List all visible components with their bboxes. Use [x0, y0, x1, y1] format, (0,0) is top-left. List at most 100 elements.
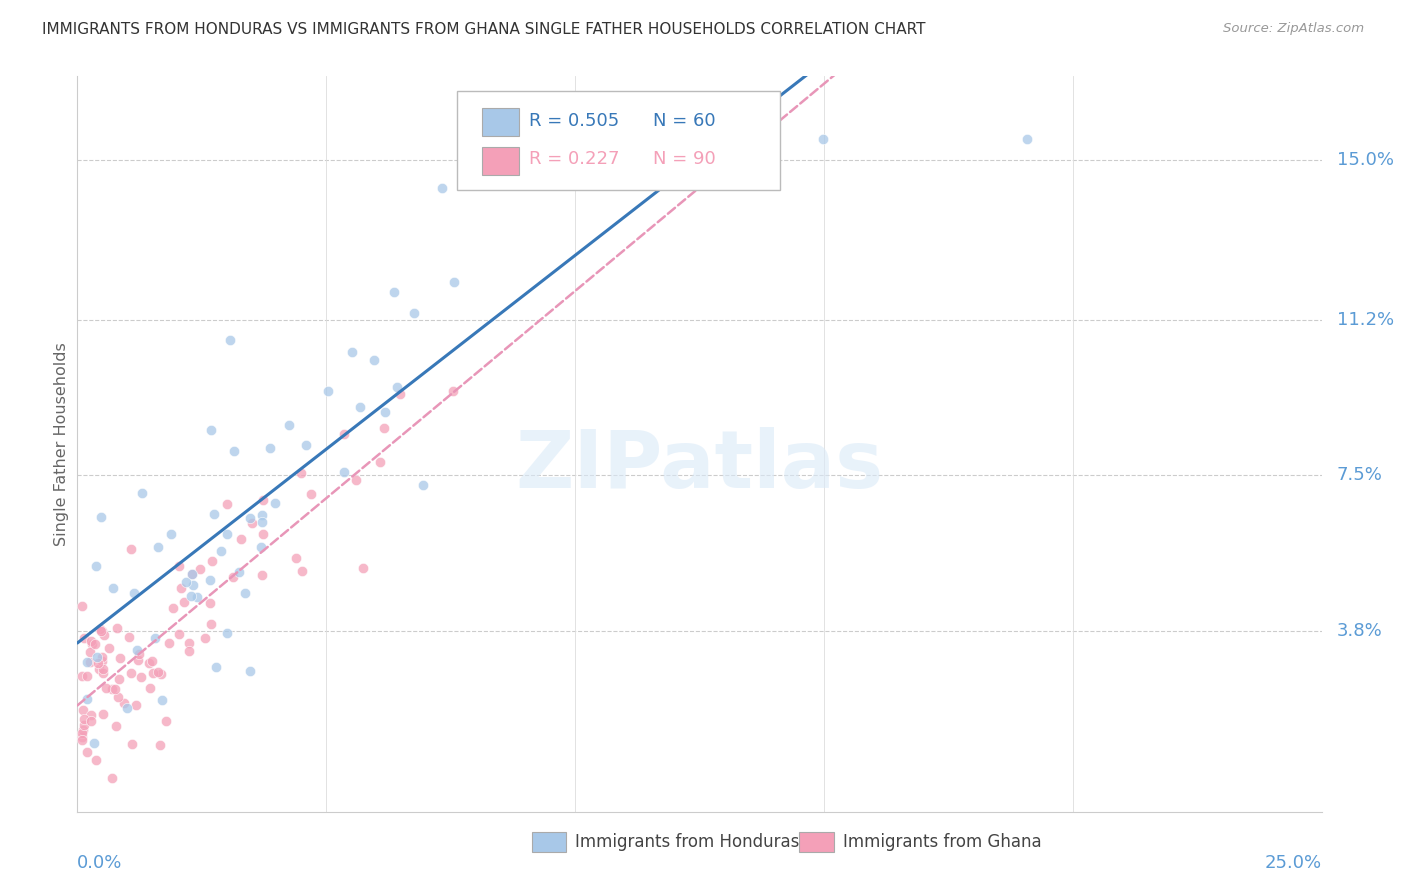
Point [217, 626, 239, 640]
Point [150, 667, 173, 681]
Point [342, 344, 364, 359]
Point [86, 657, 108, 671]
Point [125, 698, 148, 713]
Point [105, 621, 128, 635]
FancyBboxPatch shape [482, 108, 519, 136]
Text: 3.8%: 3.8% [1337, 622, 1382, 640]
Point [107, 690, 129, 705]
Point [89, 662, 111, 676]
Point [382, 285, 405, 299]
Point [143, 631, 166, 645]
Point [80, 714, 103, 728]
Point [91, 707, 114, 722]
Point [198, 596, 221, 610]
Point [333, 465, 356, 479]
Point [198, 573, 221, 587]
Point [250, 540, 273, 554]
Point [374, 405, 396, 419]
Point [664, 161, 686, 175]
Point [115, 701, 138, 715]
Text: IMMIGRANTS FROM HONDURAS VS IMMIGRANTS FROM GHANA SINGLE FATHER HOUSEHOLDS CORRE: IMMIGRANTS FROM HONDURAS VS IMMIGRANTS F… [42, 22, 925, 37]
Point [333, 427, 356, 442]
Point [200, 423, 222, 437]
Point [181, 577, 204, 591]
Point [250, 508, 273, 522]
Point [519, 132, 541, 146]
Point [233, 586, 256, 600]
Text: 7.5%: 7.5% [1337, 467, 1382, 484]
Point [72, 725, 94, 739]
Point [664, 132, 686, 146]
Point [101, 682, 124, 697]
Point [239, 511, 262, 525]
Point [76, 655, 98, 669]
Point [264, 496, 287, 510]
FancyBboxPatch shape [531, 831, 567, 852]
Point [127, 653, 149, 667]
Point [173, 595, 195, 609]
Text: 15.0%: 15.0% [1337, 151, 1393, 169]
Point [813, 132, 835, 146]
Point [1015, 132, 1038, 146]
Point [188, 562, 211, 576]
Point [387, 380, 409, 394]
Point [138, 656, 160, 670]
Point [90, 624, 112, 639]
Text: 11.2%: 11.2% [1337, 310, 1393, 329]
Point [299, 487, 322, 501]
Point [72, 599, 94, 613]
Point [80, 634, 103, 648]
Point [83, 736, 105, 750]
Point [72, 703, 94, 717]
Point [149, 738, 172, 752]
FancyBboxPatch shape [457, 90, 780, 190]
Text: N = 90: N = 90 [654, 150, 716, 168]
Point [84, 559, 107, 574]
Point [90, 624, 112, 639]
Point [441, 384, 464, 399]
Point [72, 730, 94, 744]
Point [316, 384, 339, 398]
Point [142, 666, 165, 681]
FancyBboxPatch shape [799, 831, 834, 852]
Point [108, 672, 131, 686]
Point [228, 565, 250, 579]
Point [222, 570, 245, 584]
Point [169, 559, 191, 574]
Text: R = 0.505: R = 0.505 [529, 112, 619, 130]
Point [148, 665, 170, 680]
Point [155, 714, 177, 728]
Point [150, 693, 173, 707]
Point [89, 622, 111, 636]
Text: R = 0.227: R = 0.227 [529, 150, 620, 168]
Point [76, 668, 98, 682]
Point [202, 507, 225, 521]
Point [73, 718, 96, 732]
Point [443, 276, 465, 290]
Point [277, 417, 299, 432]
Point [91, 654, 114, 668]
Point [240, 516, 263, 530]
Point [104, 719, 127, 733]
Point [352, 561, 374, 575]
Point [231, 532, 253, 546]
Point [344, 473, 367, 487]
Point [180, 589, 202, 603]
Point [90, 650, 112, 665]
Point [98, 640, 121, 655]
Point [186, 590, 208, 604]
Point [194, 631, 217, 645]
Point [101, 771, 124, 785]
Point [169, 626, 191, 640]
Point [201, 554, 224, 568]
Point [73, 712, 96, 726]
Point [285, 550, 308, 565]
Point [83, 637, 105, 651]
Point [79, 645, 101, 659]
Point [120, 665, 142, 680]
Point [181, 566, 204, 581]
Point [112, 696, 135, 710]
Point [129, 670, 152, 684]
Point [252, 516, 274, 530]
Point [471, 132, 494, 146]
